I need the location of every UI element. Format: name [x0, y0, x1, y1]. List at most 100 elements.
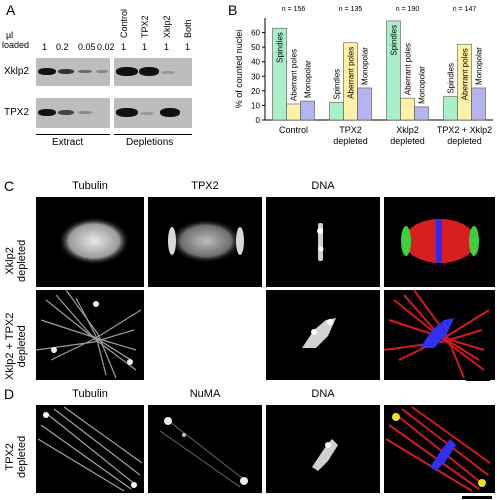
bar	[400, 97, 415, 121]
bar-label: Aberrant poles	[347, 47, 356, 99]
bar-label: Spindles	[276, 32, 285, 63]
y-axis-label: % of counted nuclei	[234, 30, 244, 109]
amount-label: 1	[42, 42, 48, 52]
bar	[386, 20, 401, 121]
blot-band	[139, 67, 159, 76]
category-label: depleted	[447, 136, 482, 146]
amount-label: 0.02	[97, 42, 115, 52]
bar	[329, 102, 344, 121]
scale-bar	[466, 378, 490, 381]
group-label-extract: Extract	[52, 137, 84, 148]
micrograph-dna	[266, 290, 380, 380]
micrograph-numa	[148, 405, 262, 493]
bar	[414, 106, 429, 121]
blot-band	[58, 110, 74, 115]
amount-label: 0.2	[56, 42, 69, 52]
n-label: n = 156	[282, 6, 306, 13]
n-label: n = 135	[339, 6, 363, 13]
bar-label: Aberrant poles	[290, 49, 299, 101]
bar	[286, 103, 301, 121]
amount-label: 0.05	[78, 42, 96, 52]
bar-chart: 0 10 20 30 40 50 60 % of counted nuclei Spindles…	[234, 6, 493, 146]
column-header-dna: DNA	[311, 180, 335, 192]
micrograph-tubulin	[36, 290, 144, 380]
y-tick-label: 60	[251, 29, 260, 38]
micrograph-merge	[384, 405, 495, 493]
bar-label: Spindles	[390, 25, 399, 56]
bar	[272, 27, 287, 121]
scale-bar	[462, 496, 492, 499]
amount-label: 1	[185, 42, 191, 52]
column-label-both: Both	[183, 19, 193, 38]
bar-label: Spindles	[333, 69, 342, 100]
bar-label: Monopolar	[304, 60, 313, 98]
row-label-xklp2-depleted: Xklp2 depleted	[4, 239, 28, 282]
bar	[457, 43, 472, 121]
bar	[300, 100, 315, 121]
column-label-xklp2: Xklp2	[162, 15, 172, 38]
ul-label: µl	[6, 30, 14, 40]
y-tick-label: 30	[251, 72, 260, 81]
column-header-numa: NuMA	[189, 388, 221, 400]
blot-band	[116, 67, 138, 76]
blot-band	[78, 111, 92, 114]
category-label: TPX2	[339, 125, 362, 135]
micrograph-merge	[384, 197, 495, 287]
panel-a-letter: A	[6, 2, 16, 18]
blot-band	[161, 71, 175, 74]
category-label: depleted	[390, 136, 425, 146]
blot-band	[160, 108, 180, 117]
row-label-tpx2-depleted: TPX2 depleted	[4, 435, 28, 478]
micrograph-tpx2	[148, 197, 262, 287]
category-label: depleted	[333, 136, 368, 146]
blot-band	[116, 108, 138, 117]
bar-label: Spindles	[447, 63, 456, 94]
depletions-group-line	[114, 134, 192, 135]
extract-group-line	[36, 134, 110, 135]
bar-label: Aberrant poles	[404, 43, 413, 95]
bar-label: Aberrant poles	[461, 48, 470, 100]
blot-band	[140, 112, 154, 115]
group-label-depletions: Depletions	[126, 137, 174, 148]
n-label: n = 190	[396, 6, 420, 13]
bar	[357, 87, 372, 121]
bar	[343, 42, 358, 121]
micrograph-dna	[266, 197, 380, 287]
column-header-dna: DNA	[311, 388, 335, 400]
column-header-tubulin: Tubulin	[72, 180, 108, 192]
column-label-control: Control	[119, 8, 129, 38]
row-label-xklp2: Xklp2	[4, 66, 30, 77]
bar-label: Monopolar	[418, 66, 427, 104]
loaded-label: loaded	[2, 40, 30, 50]
category-label: TPX2 + Xklp2	[437, 125, 492, 135]
y-tick-label: 20	[251, 87, 260, 96]
micrograph-tubulin	[36, 405, 144, 493]
amount-label: 1	[164, 42, 170, 52]
bar	[471, 87, 486, 121]
category-label: Control	[279, 125, 308, 135]
blot-band	[78, 70, 92, 73]
micrograph-dna	[266, 405, 380, 493]
blot-band	[58, 69, 74, 74]
blot-band	[96, 70, 108, 73]
micrograph-tubulin	[36, 197, 144, 287]
column-label-tpx2: TPX2	[140, 15, 150, 38]
category-label: Xklp2	[396, 125, 419, 135]
y-tick-label: 40	[251, 58, 260, 67]
panel-d-letter: D	[4, 386, 15, 402]
bar	[443, 96, 458, 121]
y-tick-label: 50	[251, 43, 260, 52]
bar-label: Monopolar	[361, 47, 370, 85]
micrograph-merge	[384, 290, 495, 380]
column-header-tubulin: Tubulin	[72, 388, 108, 400]
blot-band	[38, 68, 56, 75]
micrograph-xklp2-tpx2-blank	[148, 290, 262, 380]
amount-label: 1	[142, 42, 148, 52]
n-label: n = 147	[453, 6, 477, 13]
bar-label: Monopolar	[475, 47, 484, 85]
y-tick-label: 10	[251, 101, 260, 110]
blot-band	[38, 109, 56, 116]
y-tick-label: 0	[256, 116, 261, 125]
amount-label: 1	[121, 42, 127, 52]
panel-c-letter: C	[4, 178, 15, 194]
